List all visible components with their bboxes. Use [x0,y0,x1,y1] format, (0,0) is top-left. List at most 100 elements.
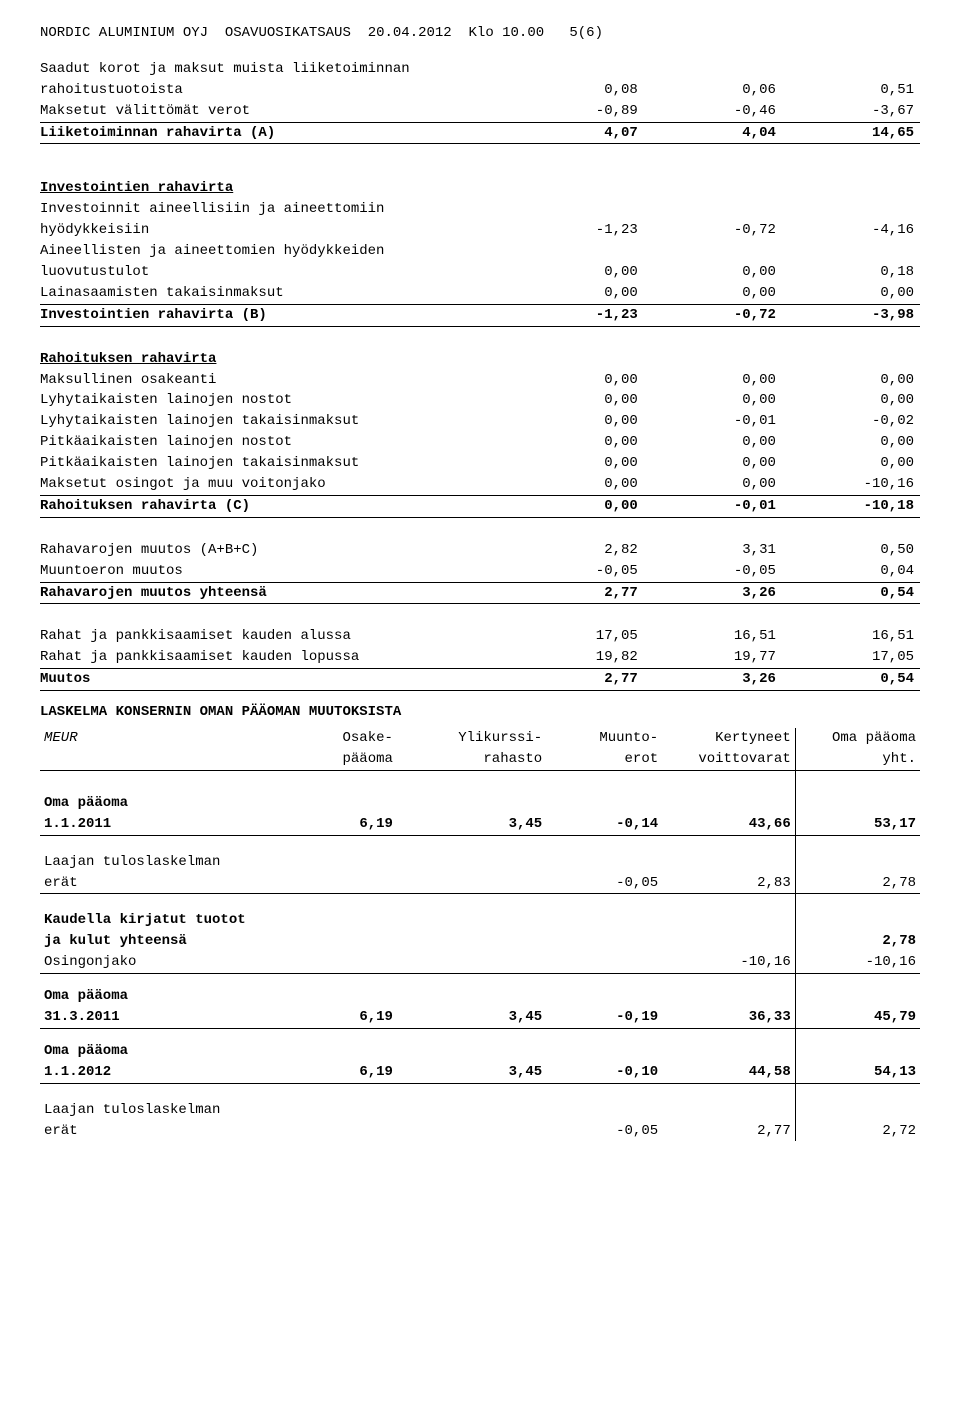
equity-block-title: Oma pääoma [40,1041,920,1062]
row-label: Maksetut osingot ja muu voitonjako [40,474,506,495]
page-header: NORDIC ALUMINIUM OYJ OSAVUOSIKATSAUS 20.… [40,24,920,43]
table-row-total: Liiketoiminnan rahavirta (A) 4,07 4,04 1… [40,122,920,144]
table-row: Pitkäaikaisten lainojen nostot 0,00 0,00… [40,432,920,453]
row-value [662,931,795,952]
row-value: 0,00 [644,432,782,453]
row-value: 4,07 [506,122,644,144]
row-value: 0,00 [644,370,782,391]
row-value: 19,77 [644,647,782,668]
table-row-total: Rahavarojen muutos yhteensä 2,77 3,26 0,… [40,582,920,604]
table-row: hyödykkeisiin -1,23 -0,72 -4,16 [40,220,920,241]
equity-row: Laajan tuloslaskelman [40,852,920,873]
row-value: 53,17 [795,814,920,835]
row-label: Rahavarojen muutos (A+B+C) [40,540,506,561]
equity-col-header: Kertyneet [662,728,795,749]
row-value: 3,45 [397,1007,546,1028]
header-doctype: OSAVUOSIKATSAUS [225,25,351,41]
row-value: 0,51 [782,80,920,101]
row-label: ja kulut yhteensä [40,931,264,952]
row-value: 0,54 [782,582,920,604]
row-value: -0,02 [782,411,920,432]
table-row: Aineellisten ja aineettomien hyödykkeide… [40,241,920,262]
header-company: NORDIC ALUMINIUM OYJ [40,25,208,41]
table-row: Lyhytaikaisten lainojen takaisinmaksut 0… [40,411,920,432]
row-value: 0,06 [644,80,782,101]
row-value: 0,00 [644,474,782,495]
equity-row: Osingonjako -10,16 -10,16 [40,952,920,973]
row-value [397,873,546,894]
table-row: Maksetut osingot ja muu voitonjako 0,00 … [40,474,920,495]
equity-col-header: pääoma [264,749,397,770]
row-value: 2,77 [506,669,644,691]
row-value: 2,77 [506,582,644,604]
row-value: 3,26 [644,669,782,691]
row-label: 1.1.2011 [40,814,264,835]
equity-row: erät -0,05 2,77 2,72 [40,1121,920,1142]
row-value: -10,16 [662,952,795,973]
row-label: hyödykkeisiin [40,220,506,241]
row-value: 0,00 [506,370,644,391]
row-label: Investointien rahavirta (B) [40,304,506,326]
equity-col-header: Osake- [264,728,397,749]
row-value: 0,00 [506,432,644,453]
row-label: Muuntoeron muutos [40,561,506,582]
row-value: -3,67 [782,101,920,122]
row-value: 2,72 [795,1121,920,1142]
table-row: Rahavarojen muutos (A+B+C) 2,82 3,31 0,5… [40,540,920,561]
equity-row: ja kulut yhteensä 2,78 [40,931,920,952]
row-value: -0,89 [506,101,644,122]
table-row-total: Investointien rahavirta (B) -1,23 -0,72 … [40,304,920,326]
row-value: 19,82 [506,647,644,668]
table-row: Muuntoeron muutos -0,05 -0,05 0,04 [40,561,920,582]
table-row: Rahat ja pankkisaamiset kauden lopussa 1… [40,647,920,668]
table-row: Maksullinen osakeanti 0,00 0,00 0,00 [40,370,920,391]
row-label: Rahavarojen muutos yhteensä [40,582,506,604]
header-page: 5(6) [569,25,603,41]
row-value: 0,18 [782,262,920,283]
section-title: Rahoituksen rahavirta [40,349,506,370]
row-label: Pitkäaikaisten lainojen nostot [40,432,506,453]
row-value: 44,58 [662,1062,795,1083]
row-value: 0,00 [644,453,782,474]
row-value: -0,05 [546,873,662,894]
row-label: Oma pääoma [40,986,264,1007]
row-value: -4,16 [782,220,920,241]
equity-block-title: Oma pääoma [40,986,920,1007]
row-value [397,1121,546,1142]
row-value: -1,23 [506,304,644,326]
row-value: 2,82 [506,540,644,561]
row-value: -0,72 [644,304,782,326]
row-value: 0,08 [506,80,644,101]
row-value: 3,31 [644,540,782,561]
row-value: 14,65 [782,122,920,144]
row-label: Oma pääoma [40,1041,264,1062]
equity-row: Laajan tuloslaskelman [40,1100,920,1121]
spacer-row [40,835,920,852]
row-value: 3,45 [397,814,546,835]
table-row: Pitkäaikaisten lainojen takaisinmaksut 0… [40,453,920,474]
equity-row: 1.1.2012 6,19 3,45 -0,10 44,58 54,13 [40,1062,920,1083]
row-value: -0,05 [506,561,644,582]
equity-meur: MEUR [40,728,264,749]
row-label: Laajan tuloslaskelman [40,1100,264,1121]
table-row-total: Muutos 2,77 3,26 0,54 [40,669,920,691]
row-value: 0,00 [506,390,644,411]
row-value: 0,00 [782,453,920,474]
row-value: 6,19 [264,814,397,835]
row-value: 2,83 [662,873,795,894]
row-value: 0,04 [782,561,920,582]
row-label: erät [40,1121,264,1142]
equity-title: LASKELMA KONSERNIN OMAN PÄÄOMAN MUUTOKSI… [40,703,920,722]
section-title: Investointien rahavirta [40,178,506,199]
table-row: Lainasaamisten takaisinmaksut 0,00 0,00 … [40,283,920,304]
row-value: 17,05 [506,626,644,647]
row-value: -0,72 [644,220,782,241]
row-value: -0,05 [546,1121,662,1142]
equity-col-header: Ylikurssi- [397,728,546,749]
equity-header-row: MEUR Osake- Ylikurssi- Muunto- Kertyneet… [40,728,920,749]
row-value: -1,23 [506,220,644,241]
row-value: -0,05 [644,561,782,582]
cashflow-cash-table: Rahat ja pankkisaamiset kauden alussa 17… [40,626,920,691]
row-value: 0,00 [506,283,644,304]
row-label: 31.3.2011 [40,1007,264,1028]
